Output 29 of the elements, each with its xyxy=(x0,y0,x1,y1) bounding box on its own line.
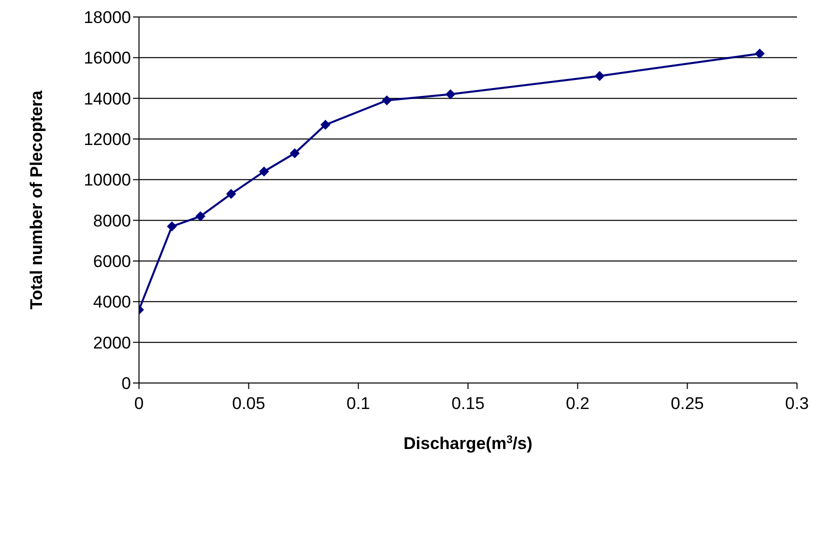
y-tick-label: 14000 xyxy=(84,89,131,108)
y-tick-label: 16000 xyxy=(84,48,131,68)
y-tick-label: 0 xyxy=(122,374,131,394)
y-tick-label: 10000 xyxy=(84,170,131,190)
point xyxy=(195,211,206,222)
point xyxy=(320,120,330,130)
y-tick-label: 8000 xyxy=(93,211,131,230)
y-tick-label: 12000 xyxy=(84,130,131,150)
x-tick-label: 0.05 xyxy=(232,394,266,414)
x-axis-title: Discharge(m$^{3}$/s) xyxy=(404,434,532,453)
y-tick-label: 6000 xyxy=(93,252,131,272)
point xyxy=(754,48,765,59)
x-tick-label: 0.15 xyxy=(451,394,485,414)
point xyxy=(290,148,300,158)
point xyxy=(226,188,236,199)
x-tick-label: 0.25 xyxy=(670,394,704,414)
x-tick-label: 0.2 xyxy=(566,394,590,414)
point xyxy=(259,166,270,177)
y-tick-label: 2000 xyxy=(93,333,131,352)
point xyxy=(382,95,392,106)
y-tick-label: 18000 xyxy=(84,8,131,28)
x-tick-label: 0.3 xyxy=(785,394,809,414)
x-tick-label: 0.1 xyxy=(346,394,370,414)
point xyxy=(594,70,605,81)
point xyxy=(166,221,177,232)
y-tick-label: 4000 xyxy=(93,292,131,312)
point xyxy=(445,89,456,100)
y-axis-title: Total number of Plecoptera xyxy=(27,90,46,310)
x-tick-label: 0 xyxy=(134,394,144,414)
